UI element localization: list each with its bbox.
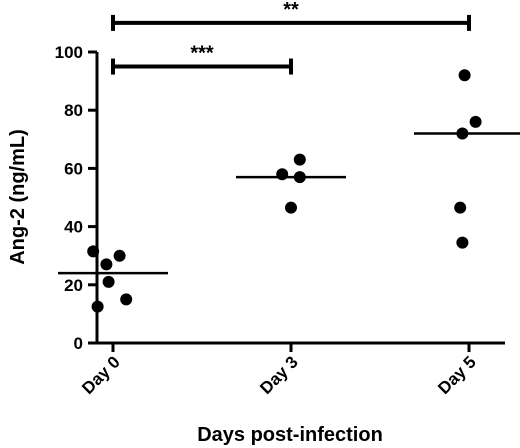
data-point bbox=[458, 69, 471, 82]
y-tick-label: 0 bbox=[74, 334, 83, 353]
data-points bbox=[87, 69, 482, 313]
significance-label: ** bbox=[283, 0, 299, 21]
data-point bbox=[276, 168, 289, 181]
y-tick-label: 60 bbox=[64, 159, 83, 178]
data-point bbox=[454, 201, 467, 214]
data-point bbox=[469, 115, 482, 128]
data-point bbox=[120, 293, 133, 306]
significance-brackets: ***** bbox=[111, 0, 471, 75]
data-point bbox=[102, 275, 115, 288]
data-point bbox=[293, 171, 306, 184]
plot-area bbox=[95, 52, 505, 345]
data-point bbox=[100, 258, 113, 271]
y-tick-label: 100 bbox=[55, 43, 83, 62]
data-point bbox=[91, 300, 104, 313]
data-point bbox=[285, 201, 297, 214]
y-tick-label: 40 bbox=[64, 218, 83, 237]
x-axis-label: Days post-infection bbox=[197, 424, 383, 446]
y-tick-label: 80 bbox=[64, 101, 83, 120]
x-axis-ticks: Day 0 Day 3 Day 5 bbox=[78, 343, 480, 398]
y-axis-label: Ang-2 (ng/mL) bbox=[7, 129, 29, 265]
data-point bbox=[293, 153, 306, 166]
x-tick-label: Day 5 bbox=[434, 352, 480, 398]
x-tick-label: Day 0 bbox=[78, 352, 124, 398]
significance-label: *** bbox=[190, 43, 214, 65]
data-point bbox=[456, 127, 469, 140]
median-lines bbox=[58, 132, 520, 275]
data-point bbox=[113, 249, 126, 262]
y-axis-ticks: 0 20 40 60 80 100 bbox=[55, 43, 97, 353]
data-point bbox=[456, 236, 469, 249]
y-tick-label: 20 bbox=[64, 276, 83, 295]
x-tick-label: Day 3 bbox=[256, 352, 302, 398]
data-point bbox=[87, 245, 100, 258]
